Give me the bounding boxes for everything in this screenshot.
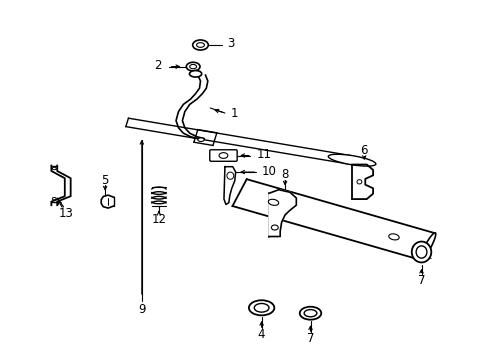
Ellipse shape bbox=[388, 234, 398, 240]
Polygon shape bbox=[351, 165, 372, 199]
Ellipse shape bbox=[299, 307, 321, 320]
Ellipse shape bbox=[186, 62, 200, 71]
Text: 5: 5 bbox=[101, 174, 109, 187]
Text: 8: 8 bbox=[281, 168, 288, 181]
Text: 4: 4 bbox=[257, 328, 265, 341]
Text: 10: 10 bbox=[262, 165, 276, 177]
Text: 2: 2 bbox=[154, 59, 161, 72]
Ellipse shape bbox=[248, 300, 274, 315]
Ellipse shape bbox=[419, 233, 435, 260]
Text: 3: 3 bbox=[227, 37, 234, 50]
Polygon shape bbox=[224, 167, 235, 204]
Text: 7: 7 bbox=[417, 274, 425, 287]
Text: 7: 7 bbox=[306, 332, 314, 345]
Ellipse shape bbox=[327, 154, 375, 166]
Ellipse shape bbox=[268, 199, 278, 205]
FancyBboxPatch shape bbox=[209, 150, 237, 161]
Ellipse shape bbox=[192, 40, 208, 50]
Ellipse shape bbox=[189, 71, 202, 77]
Ellipse shape bbox=[197, 138, 204, 141]
Text: 6: 6 bbox=[360, 144, 367, 157]
Text: 13: 13 bbox=[59, 207, 73, 220]
Polygon shape bbox=[268, 190, 296, 237]
Text: 12: 12 bbox=[151, 213, 166, 226]
Text: 9: 9 bbox=[138, 303, 145, 316]
Ellipse shape bbox=[411, 242, 430, 262]
Text: 1: 1 bbox=[230, 107, 238, 120]
Text: 11: 11 bbox=[256, 148, 271, 161]
